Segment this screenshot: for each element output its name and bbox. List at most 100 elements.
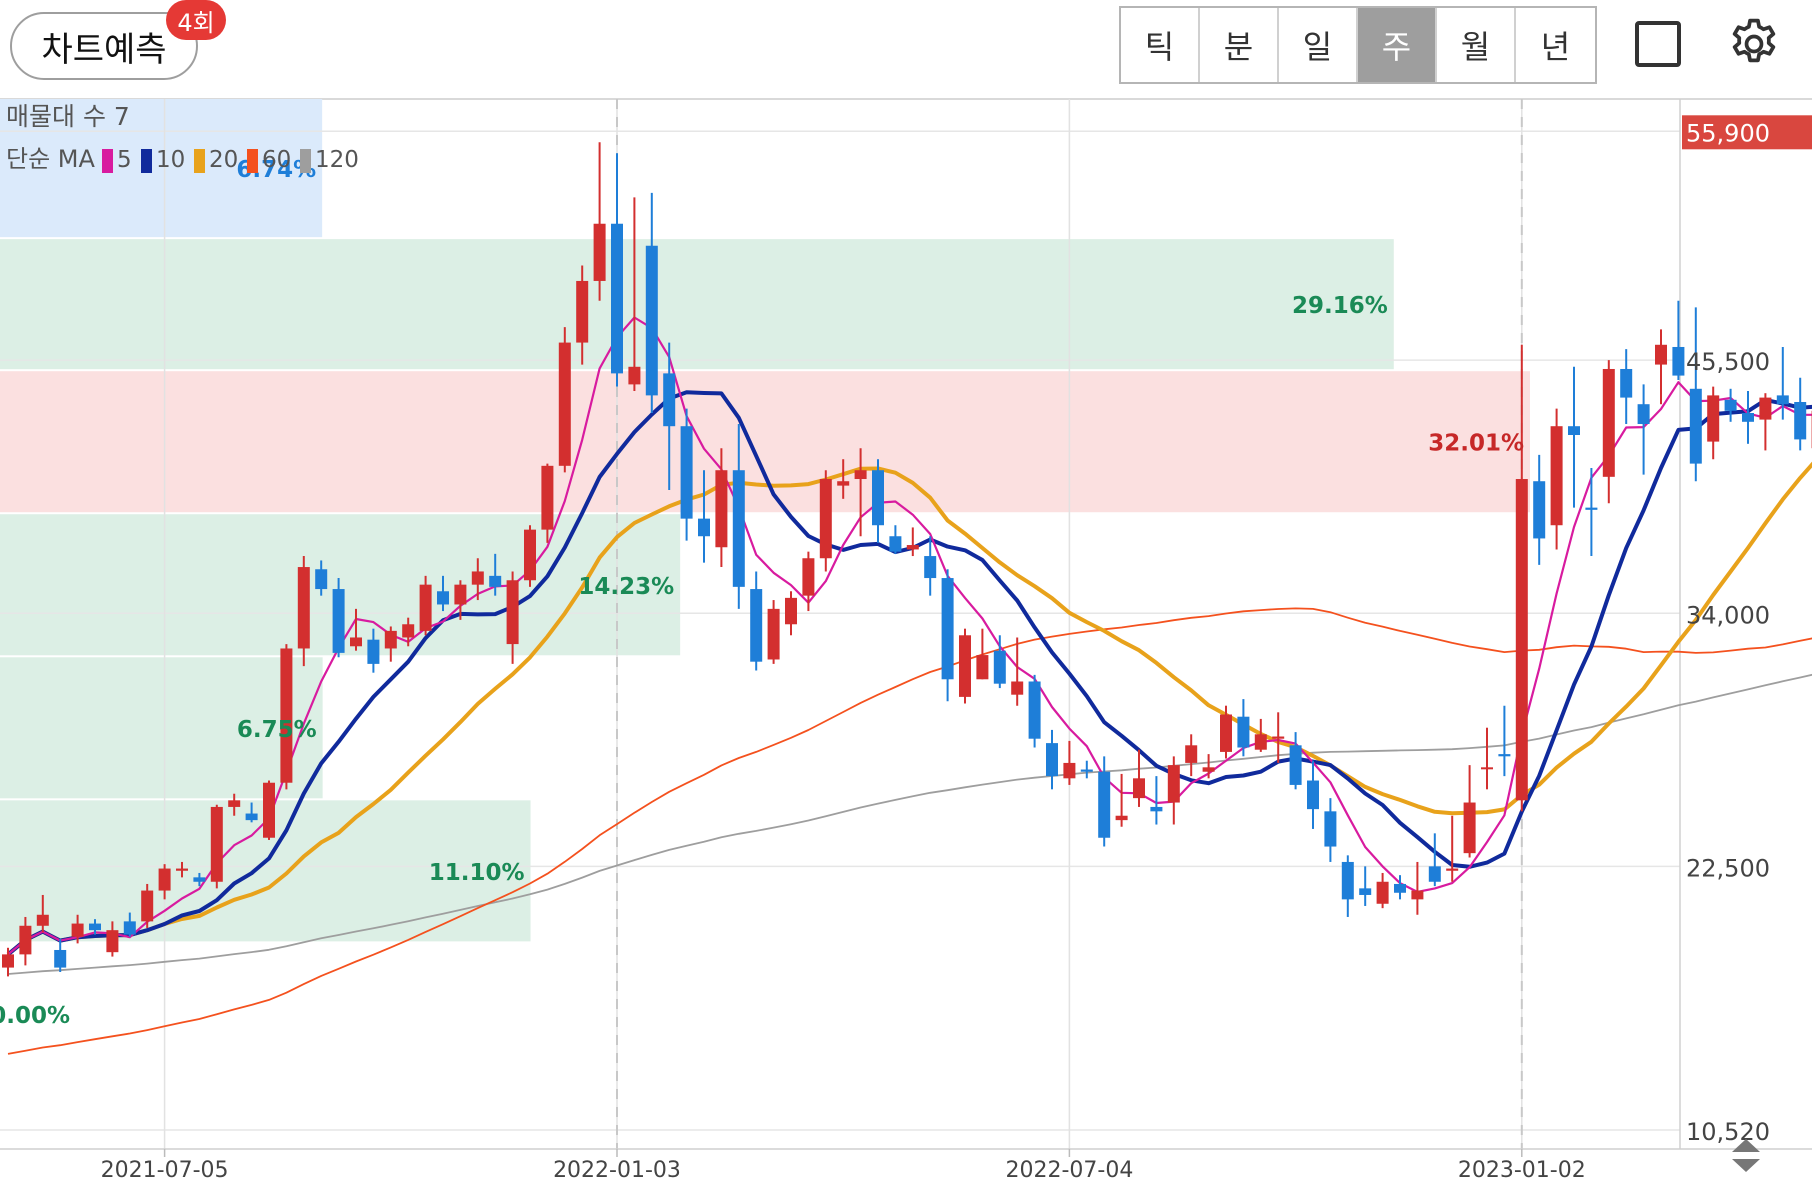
tab-year[interactable]: 년 <box>1516 8 1595 82</box>
candle <box>1237 699 1250 757</box>
candle <box>454 580 467 620</box>
tab-minute[interactable]: 분 <box>1200 8 1279 82</box>
volume-band-label: 0.00% <box>0 1003 70 1029</box>
x-tick-label: 2022-07-04 <box>1005 1158 1133 1183</box>
candle <box>993 635 1006 689</box>
ma-period-label: 5 <box>117 147 132 173</box>
candle <box>1655 329 1667 405</box>
ma-period-label: 20 <box>209 147 238 173</box>
candle <box>1394 875 1406 900</box>
predict-count-badge: 4회 <box>166 0 226 40</box>
candle <box>437 575 449 612</box>
candle <box>1202 754 1215 779</box>
candle <box>1272 712 1285 763</box>
x-axis: 2021-07-05 2022-01-03 2022-07-04 2023-01-02… <box>101 1149 1586 1183</box>
candle <box>1098 756 1111 847</box>
candle <box>1133 749 1145 807</box>
candle <box>837 459 850 499</box>
ma-period-label: 120 <box>315 147 359 173</box>
x-tick-label: 2021-07-05 <box>101 1158 229 1183</box>
candle <box>785 591 797 636</box>
candle <box>924 536 937 596</box>
candle <box>1289 732 1302 790</box>
tab-tick[interactable]: 틱 <box>1121 8 1200 82</box>
candle <box>1794 377 1807 451</box>
ma-period-label: 10 <box>156 147 185 173</box>
candle <box>36 894 49 933</box>
candle <box>872 459 884 543</box>
tab-day-label: 일 <box>1302 28 1333 66</box>
x-tick-label: 2023-01-02 <box>1458 1158 1586 1183</box>
candle <box>1689 307 1702 482</box>
candle <box>767 600 780 664</box>
candle <box>228 793 241 816</box>
ma-swatch <box>300 149 311 173</box>
candle <box>1533 454 1546 565</box>
candle <box>1620 349 1633 425</box>
candle <box>1028 674 1041 748</box>
ma-line-60 <box>7 607 1812 1055</box>
volume-band <box>0 371 1530 513</box>
candle <box>89 919 101 935</box>
scale-drag-handle[interactable] <box>1732 1139 1760 1172</box>
ma-line-5 <box>7 316 1812 956</box>
tab-month-label: 월 <box>1460 28 1491 66</box>
candle <box>1585 468 1598 557</box>
candle <box>1742 390 1754 444</box>
tab-month[interactable]: 월 <box>1437 8 1516 82</box>
y-tick-label: 22,500 <box>1686 854 1770 882</box>
candle <box>506 571 519 664</box>
settings-button[interactable] <box>1724 14 1784 74</box>
ma-line-120 <box>7 673 1812 975</box>
candle <box>1602 360 1615 504</box>
candle <box>315 560 328 596</box>
period-tabs: 틱 분 일 주 월 년 <box>1119 6 1597 84</box>
candle <box>1254 718 1267 752</box>
ma-swatch <box>247 149 258 173</box>
candle <box>1115 773 1128 827</box>
candle <box>558 327 571 473</box>
candle <box>402 617 415 647</box>
candle <box>1515 344 1528 812</box>
candle <box>332 578 345 658</box>
candle <box>959 628 971 704</box>
ma-line-20 <box>6 461 1812 956</box>
chart-predict-label: 차트예측 <box>41 29 167 70</box>
candle <box>471 558 484 601</box>
tab-week[interactable]: 주 <box>1358 8 1437 82</box>
fullscreen-button[interactable] <box>1628 14 1688 74</box>
candle <box>1672 300 1685 380</box>
candle <box>645 192 658 413</box>
volume-band <box>0 239 1394 370</box>
candle <box>1498 705 1511 777</box>
tab-day[interactable]: 일 <box>1279 8 1358 82</box>
indicator-legend: 매물대 수 7 단순 MA 5 10 20 60 120 <box>6 102 359 173</box>
volume-band-label: 29.16% <box>1292 293 1388 319</box>
chart-toolbar: 차트예측 4회 틱 분 일 주 월 년 <box>0 0 1812 100</box>
candle <box>941 569 954 702</box>
ma-legend-label: 단순 MA <box>6 145 95 173</box>
tab-year-label: 년 <box>1540 28 1571 66</box>
candle <box>1185 734 1198 777</box>
candlestick-chart[interactable]: 6.74%29.16%32.01%14.23%6.75%11.10%0.00% … <box>0 99 1812 1185</box>
candle <box>1011 637 1024 706</box>
candle <box>1046 729 1058 790</box>
candle <box>71 914 84 944</box>
y-axis: 55,900 45,500 34,000 22,500 10,520 <box>1682 115 1812 1146</box>
candle <box>210 804 223 889</box>
current-price-label: 55,900 <box>1686 119 1770 147</box>
candle <box>419 575 432 636</box>
candle <box>54 938 67 972</box>
candle <box>1481 727 1493 790</box>
ma-line-10 <box>6 390 1812 956</box>
volume-band-label: 14.23% <box>578 574 674 600</box>
candle <box>1411 861 1424 915</box>
candle <box>176 861 188 878</box>
volume-band-label: 11.10% <box>429 860 525 886</box>
candle <box>280 644 293 790</box>
candle <box>1724 388 1737 422</box>
candle <box>489 553 502 596</box>
candle <box>976 628 989 680</box>
candle <box>802 551 815 612</box>
candle <box>1359 866 1372 906</box>
